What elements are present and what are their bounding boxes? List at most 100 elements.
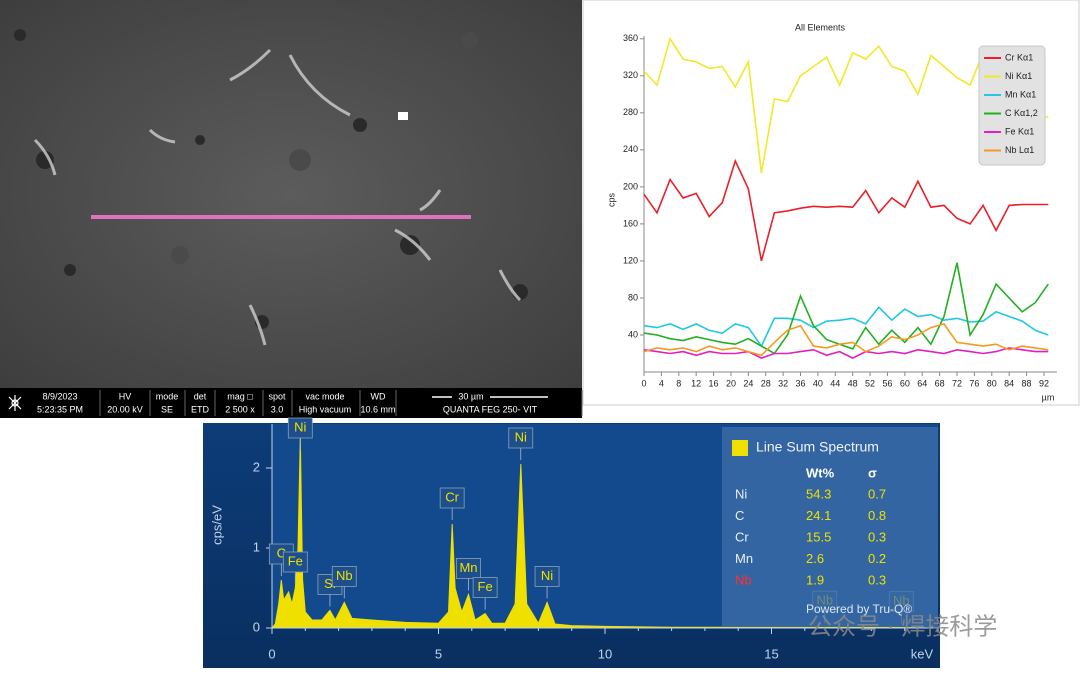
annotation-box [456, 558, 481, 579]
annotation-box [472, 577, 498, 598]
info-field-name: vac mode [305, 391, 344, 401]
info-field-name: mode [156, 391, 179, 401]
info-field-value: 10.6 mm [360, 404, 395, 414]
x-tick-label: 64 [917, 378, 927, 388]
info-field-name: HV [119, 391, 132, 401]
x-tick-label: 0 [268, 646, 275, 661]
table-bg [722, 427, 938, 627]
x-tick-label: 88 [1022, 378, 1032, 388]
annotation-box [508, 427, 534, 449]
x-tick-label: 84 [1004, 378, 1014, 388]
legend-label: C Kα1,2 [1005, 108, 1038, 118]
y-tick-label: 200 [623, 181, 638, 191]
annotation-label: Mn [459, 560, 477, 575]
table-header: σ [868, 465, 877, 480]
legend-label: Cr Kα1 [1005, 52, 1033, 62]
info-time: 5:23:35 PM [37, 404, 83, 414]
info-field-value: 2 500 x [225, 404, 255, 414]
micrograph-ridges [33, 48, 522, 346]
spectrum-table: Line Sum Spectrum Wt% σ Ni 54.3 0.7 C 24.1 0.8 Cr… [722, 427, 938, 627]
micrograph-particle [398, 112, 408, 120]
info-field-name: det [194, 391, 207, 401]
info-field-value: 20.00 kV [107, 404, 143, 414]
table-cell: 24.1 [806, 508, 831, 523]
micrograph-image [0, 0, 582, 388]
x-tick-label: 0 [641, 378, 646, 388]
info-fields: 8/9/2023 5:23:35 PM HV 20.00 kV mode SE det ETD… [37, 390, 583, 416]
series-line [643, 158, 1049, 262]
y-tick-label: 0 [253, 619, 260, 634]
y-tick-label: 120 [623, 255, 638, 265]
series-line [643, 322, 1049, 357]
annotation-box [287, 417, 313, 439]
annotation-box [282, 551, 308, 573]
table-title: Line Sum Spectrum [756, 439, 879, 455]
x-tick-label: 72 [952, 378, 962, 388]
annotation-label: Fe [478, 579, 493, 594]
x-tick-label: 92 [1039, 378, 1049, 388]
y-tick-label: 360 [623, 33, 638, 43]
table-swatch [732, 440, 748, 456]
table-cell: 54.3 [806, 486, 831, 501]
instrument: QUANTA FEG 250- VIT [443, 404, 538, 414]
annotation-label: Ni [541, 568, 553, 583]
table-cell: 0.3 [868, 572, 886, 587]
y-tick-label: 320 [623, 70, 638, 80]
scale-label: 30 µm [458, 391, 483, 401]
x-tick-label: 36 [795, 378, 805, 388]
y-axis-label: cps/eV [209, 505, 224, 545]
table-header: Wt% [806, 465, 835, 480]
y-tick-label: 240 [623, 144, 638, 154]
x-tick-label: 24 [743, 378, 753, 388]
table-cell: Nb [735, 572, 752, 587]
table-cell: C [735, 508, 744, 523]
x-axis-label: keV [911, 646, 934, 661]
x-axis-label: µm [1042, 392, 1055, 402]
annotation-box [331, 566, 357, 587]
table-cell: 2.6 [806, 551, 824, 566]
scale-bar-label-bg [452, 391, 490, 403]
info-field-value: SE [161, 404, 173, 414]
annotation-label: Si [324, 576, 336, 591]
x-tick-label: 48 [848, 378, 858, 388]
info-date: 8/9/2023 [42, 391, 77, 401]
table-cell: 0.2 [868, 551, 886, 566]
x-tick-label: 32 [778, 378, 788, 388]
legend-label: Fe Kα1 [1005, 126, 1034, 136]
table-cell: Cr [735, 529, 749, 544]
y-tick-label: 40 [628, 329, 638, 339]
micrograph: 8/9/2023 5:23:35 PM HV 20.00 kV mode SE det ETD… [0, 0, 583, 418]
table-cell: 0.7 [868, 486, 886, 501]
x-tick-label: 40 [813, 378, 823, 388]
x-tick-label: 4 [659, 378, 664, 388]
x-tick-label: 52 [865, 378, 875, 388]
annotation-label: Fe [288, 553, 303, 568]
annotation-label: Ni [294, 419, 306, 434]
info-field-name: mag □ [227, 391, 253, 401]
table-cell: Ni [735, 486, 747, 501]
table-cell: Mn [735, 551, 753, 566]
x-tick-label: 15 [764, 646, 778, 661]
x-tick-label: 56 [882, 378, 892, 388]
annotation-label: Nb [336, 568, 353, 583]
x-tick-label: 20 [726, 378, 736, 388]
series-line [643, 262, 1049, 355]
x-tick-label: 80 [987, 378, 997, 388]
x-tick-label: 8 [676, 378, 681, 388]
spectrum-area [270, 437, 939, 629]
x-tick-label: 10 [598, 646, 612, 661]
info-field-value: High vacuum [299, 404, 352, 414]
x-tick-label: 60 [900, 378, 910, 388]
annotation-box [439, 487, 465, 509]
watermark: 公众号 · 焊接科学 [808, 613, 997, 640]
table-cell: 0.3 [868, 529, 886, 544]
annotation-box [534, 566, 560, 587]
annotation-label: C [277, 545, 286, 560]
x-tick-label: 5 [435, 646, 442, 661]
y-axis-label: cps [606, 193, 616, 208]
info-icon [8, 395, 22, 411]
y-tick-label: 80 [628, 292, 638, 302]
legend-label: Ni Kα1 [1005, 71, 1032, 81]
x-tick-label: 44 [830, 378, 840, 388]
